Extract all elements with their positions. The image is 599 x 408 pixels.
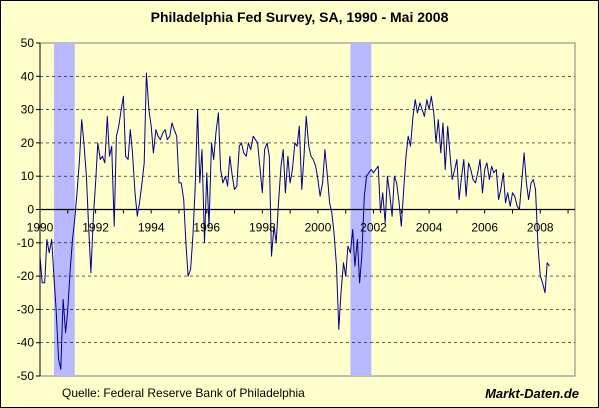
x-tick-labels: 1990 1992 1994 1996 1998 2000 2002 2004 2006 2008: [27, 221, 554, 235]
y-tick-label: -20: [17, 269, 35, 283]
x-tick-label: 1998: [249, 221, 276, 235]
series-line-1: [39, 72, 550, 370]
series-group: [39, 72, 550, 370]
y-tick-label: 20: [21, 136, 35, 150]
y-tick-label: 50: [21, 36, 35, 50]
x-tick-label: 1992: [82, 221, 109, 235]
y-tick-label: 40: [21, 69, 35, 83]
y-tick-label: -10: [17, 236, 35, 250]
gridlines: [40, 76, 575, 344]
x-tick-label: 1994: [138, 221, 165, 235]
chart-title: Philadelphia Fed Survey, SA, 1990 - Mai …: [150, 9, 449, 25]
y-tick-labels: -50 -40 -30 -20 -10 0 10 20 30 40 50: [17, 36, 35, 383]
x-tick-label: 1990: [27, 221, 54, 235]
y-tick-label: 0: [27, 203, 34, 217]
x-tick-label: 2000: [305, 221, 332, 235]
y-tick-label: 10: [21, 169, 35, 183]
y-tick-label: -50: [17, 369, 35, 383]
y-tick-label: -40: [17, 336, 35, 350]
x-tick-label: 2002: [360, 221, 387, 235]
brand-label: Markt-Daten.de: [485, 386, 579, 401]
source-note: Quelle: Federal Reserve Bank of Philadel…: [62, 386, 305, 400]
x-tick-label: 2006: [471, 221, 498, 235]
axes: [36, 42, 575, 377]
x-tick-label: 2004: [416, 221, 443, 235]
x-tick-label: 1996: [193, 221, 220, 235]
y-tick-label: 30: [21, 103, 35, 117]
y-tick-label: -30: [17, 302, 35, 316]
x-tick-label: 2008: [527, 221, 554, 235]
